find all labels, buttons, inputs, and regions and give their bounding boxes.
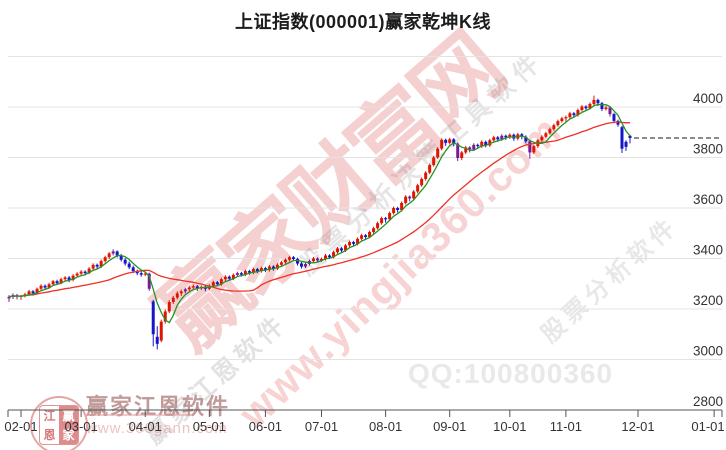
- svg-text:12-01: 12-01: [621, 419, 654, 434]
- candles-layer: [7, 95, 632, 350]
- x-axis: 02-01 03-01 04-01 05-01 06-01 07-01 08-01 09-01…: [4, 409, 725, 434]
- svg-text:04-01: 04-01: [129, 419, 162, 434]
- footer-underline: [86, 414, 194, 416]
- chart-title: 上证指数(000001)赢家乾坤K线: [234, 12, 492, 32]
- seal-characters: 江 赢 恩 家: [39, 405, 79, 445]
- svg-text:4000: 4000: [693, 91, 723, 106]
- svg-text:03-01: 03-01: [64, 419, 97, 434]
- svg-text:3600: 3600: [693, 192, 723, 207]
- svg-text:01-01: 01-01: [691, 419, 724, 434]
- gridlines: [8, 56, 722, 360]
- svg-text:05-01: 05-01: [193, 419, 226, 434]
- svg-text:3200: 3200: [693, 293, 723, 308]
- seal-char: 赢: [59, 406, 78, 425]
- svg-text:09-01: 09-01: [433, 419, 466, 434]
- ma-long-line: [8, 121, 631, 298]
- svg-text:3000: 3000: [693, 344, 723, 359]
- svg-text:3800: 3800: [693, 142, 723, 157]
- gann-seal-logo: 江 赢 恩 家: [30, 396, 88, 450]
- seal-char: 江: [43, 408, 56, 423]
- ma-lines: [8, 103, 631, 324]
- seal-char: 家: [59, 425, 78, 444]
- svg-text:02-01: 02-01: [4, 419, 37, 434]
- svg-text:3400: 3400: [693, 243, 723, 258]
- seal-char: 恩: [43, 427, 56, 442]
- y-axis-labels: 4000 3800 3600 3400 3200 3000 2800: [693, 91, 723, 409]
- svg-text:11-01: 11-01: [550, 419, 582, 434]
- svg-text:10-01: 10-01: [493, 419, 526, 434]
- footer-site-url: www.360gann.com: [86, 420, 228, 437]
- ma-short-line: [8, 103, 631, 324]
- svg-text:2800: 2800: [693, 394, 723, 409]
- svg-text:06-01: 06-01: [249, 419, 282, 434]
- svg-text:08-01: 08-01: [369, 419, 402, 434]
- svg-text:07-01: 07-01: [305, 419, 338, 434]
